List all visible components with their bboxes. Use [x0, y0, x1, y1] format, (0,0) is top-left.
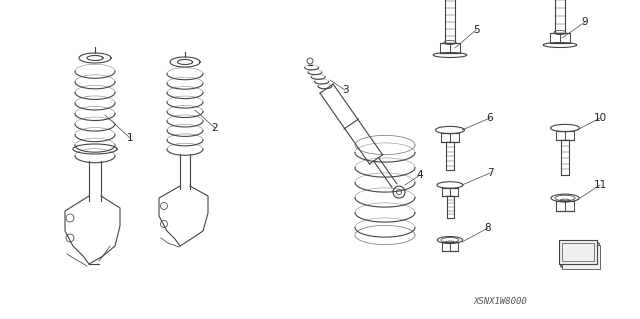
Text: 6: 6 [486, 113, 493, 123]
FancyBboxPatch shape [561, 243, 599, 267]
Text: 5: 5 [473, 25, 479, 35]
FancyBboxPatch shape [559, 240, 597, 264]
Text: 11: 11 [593, 180, 607, 190]
Text: 8: 8 [484, 223, 492, 233]
Text: 1: 1 [127, 133, 133, 143]
FancyBboxPatch shape [559, 240, 597, 264]
Text: 2: 2 [212, 123, 218, 133]
FancyBboxPatch shape [562, 244, 600, 269]
Text: 7: 7 [486, 168, 493, 178]
Text: 3: 3 [342, 85, 348, 95]
FancyBboxPatch shape [560, 241, 598, 265]
Text: 10: 10 [593, 113, 607, 123]
Text: 4: 4 [417, 170, 423, 180]
Text: XSNX1W8000: XSNX1W8000 [473, 298, 527, 307]
Text: 9: 9 [582, 17, 588, 27]
